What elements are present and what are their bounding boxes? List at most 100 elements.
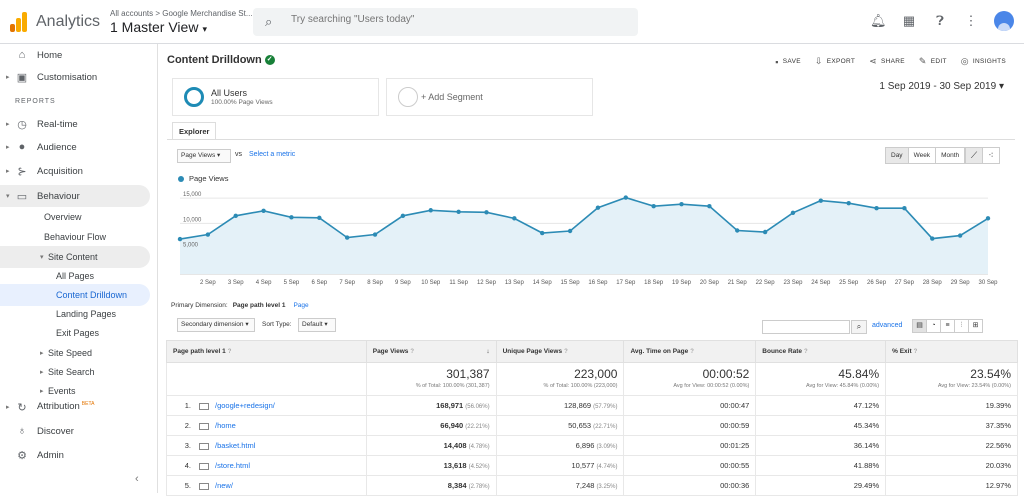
data-point[interactable] <box>456 209 461 214</box>
table-search-input[interactable] <box>762 320 850 334</box>
sort-type-select[interactable]: Default ▾ <box>298 318 336 332</box>
data-point[interactable] <box>205 232 211 237</box>
data-point[interactable] <box>400 213 406 219</box>
sidebar-item-behaviour-flow[interactable]: Behaviour Flow <box>0 226 150 248</box>
sidebar-item-home[interactable]: ⌂ Home <box>0 44 150 66</box>
account-breadcrumb[interactable]: All accounts > Google Merchandise St... <box>110 9 253 18</box>
table-row[interactable]: 2./home 66,940 (22.21%) 50,653 (22.71%) 00:00… <box>166 415 1018 436</box>
help-icon[interactable]: ❓︎ <box>936 13 944 28</box>
data-point[interactable] <box>567 228 573 234</box>
col-avg-time[interactable]: Avg. Time on Page? <box>623 340 757 363</box>
data-point[interactable] <box>289 215 294 220</box>
add-segment-button[interactable]: + Add Segment <box>386 78 593 116</box>
col-page-path[interactable]: Page path level 1? <box>166 340 367 363</box>
primary-dimension-page-link[interactable]: Page <box>293 302 309 309</box>
col-exit[interactable]: % Exit? <box>885 340 1018 363</box>
sidebar-item-discover[interactable]: ♁ Discover <box>0 420 150 442</box>
sidebar-item-audience[interactable]: ▸ ● Audience <box>0 136 150 158</box>
select-metric-link[interactable]: Select a metric <box>249 151 296 158</box>
data-point[interactable] <box>679 201 684 207</box>
data-point[interactable] <box>233 213 238 219</box>
period-day-button[interactable]: Day <box>885 147 909 164</box>
sidebar-item-attribution[interactable]: ▸ ↻ Attribution BETA <box>0 396 150 418</box>
period-month-button[interactable]: Month <box>935 147 966 164</box>
col-page-views[interactable]: Page Views? ↓ <box>365 340 497 363</box>
sidebar-item-behaviour[interactable]: ▾ ▭ Behaviour <box>0 185 150 207</box>
collapse-sidebar-icon[interactable]: ‹ <box>135 473 139 485</box>
view-selector[interactable]: 1 Master View ▾ <box>110 19 207 35</box>
data-point[interactable] <box>428 208 433 213</box>
table-view-comparison-icon[interactable]: ⫶ <box>954 319 969 333</box>
analytics-logo-icon[interactable] <box>10 12 28 32</box>
table-row[interactable]: 3./basket.html 14,408 (4.78%) 6,896 (3.09%) 0… <box>166 435 1018 456</box>
table-row[interactable]: 4./store.html 13,618 (4.52%) 10,577 (4.74%) 0… <box>166 455 1018 476</box>
page-path-link[interactable]: /basket.html <box>215 441 256 450</box>
folder-icon[interactable] <box>199 462 209 470</box>
apps-grid-icon[interactable]: ▦ <box>902 13 916 28</box>
col-bounce-rate[interactable]: Bounce Rate? <box>755 340 887 363</box>
sidebar-item-site-search[interactable]: ▸ Site Search <box>0 361 150 383</box>
page-path-link[interactable]: /new/ <box>215 481 233 490</box>
table-view-pie-icon[interactable]: ◔ <box>926 319 941 333</box>
data-point[interactable] <box>484 210 489 215</box>
data-point[interactable] <box>317 215 322 221</box>
motion-chart-icon[interactable]: ⁖ <box>982 147 1000 164</box>
sidebar-item-events[interactable]: ▸ Events <box>0 380 150 402</box>
data-point[interactable] <box>985 216 991 221</box>
sidebar-item-site-content[interactable]: ▾ Site Content <box>0 246 150 268</box>
primary-dimension-value[interactable]: Page path level 1 <box>232 302 286 309</box>
more-vert-icon[interactable]: ⋮ <box>964 13 978 28</box>
data-point[interactable] <box>735 228 740 233</box>
table-view-pivot-icon[interactable]: ⊞ <box>968 319 983 333</box>
sidebar-item-all-pages[interactable]: All Pages <box>0 265 150 287</box>
search-input[interactable] <box>291 14 621 25</box>
edit-button[interactable]: ✎ EDIT <box>919 56 947 67</box>
data-point[interactable] <box>651 204 656 209</box>
data-point[interactable] <box>595 205 601 210</box>
data-point[interactable] <box>818 198 824 203</box>
notifications-bell-icon[interactable]: 🔔︎ <box>870 13 887 28</box>
data-point[interactable] <box>512 216 517 221</box>
data-point[interactable] <box>261 208 266 213</box>
avatar[interactable] <box>994 11 1014 31</box>
folder-icon[interactable] <box>199 442 209 450</box>
metric-select[interactable]: Page Views ▾ <box>177 149 231 163</box>
data-point[interactable] <box>902 206 907 211</box>
sidebar-item-site-speed[interactable]: ▸ Site Speed <box>0 342 150 364</box>
table-search-icon[interactable]: ⌕ <box>851 320 867 334</box>
page-path-link[interactable]: /google+redesign/ <box>215 401 275 410</box>
sidebar-item-exit-pages[interactable]: Exit Pages <box>0 322 150 344</box>
page-path-link[interactable]: /store.html <box>215 461 251 470</box>
sidebar-item-content-drilldown[interactable]: Content Drilldown <box>0 284 150 306</box>
search-box[interactable]: ⌕ <box>253 8 638 36</box>
line-chart-icon[interactable]: ⟋ <box>965 147 983 164</box>
save-button[interactable]: ▪ SAVE <box>775 56 801 67</box>
data-point[interactable] <box>930 236 935 241</box>
data-point[interactable] <box>846 200 851 206</box>
advanced-filter-link[interactable]: advanced <box>872 322 903 329</box>
folder-icon[interactable] <box>199 422 209 430</box>
folder-icon[interactable] <box>199 402 209 410</box>
data-point[interactable] <box>344 235 350 240</box>
secondary-dimension-select[interactable]: Secondary dimension ▾ <box>177 318 255 332</box>
sidebar-item-realtime[interactable]: ▸ ◷ Real-time <box>0 113 150 135</box>
data-point[interactable] <box>874 206 879 211</box>
sidebar-item-landing-pages[interactable]: Landing Pages <box>0 303 150 325</box>
sidebar-item-customisation[interactable]: ▸ ▣ Customisation <box>0 66 150 88</box>
data-point[interactable] <box>372 232 378 237</box>
page-path-link[interactable]: /home <box>215 421 236 430</box>
date-range-picker[interactable]: 1 Sep 2019 - 30 Sep 2019 ▾ <box>879 81 1004 92</box>
data-point[interactable] <box>623 195 628 200</box>
table-row[interactable]: 1./google+redesign/168,971 (56.06%) 128,86… <box>166 395 1018 416</box>
export-button[interactable]: ⇩ EXPORT <box>815 56 855 67</box>
data-point[interactable] <box>957 233 963 238</box>
period-week-button[interactable]: Week <box>907 147 937 164</box>
share-button[interactable]: ⋖ SHARE <box>869 56 905 67</box>
data-point[interactable] <box>540 230 545 236</box>
segment-all-users[interactable]: All Users 100.00% Page Views <box>172 78 379 116</box>
data-point[interactable] <box>707 204 712 209</box>
data-point[interactable] <box>790 210 796 215</box>
data-point[interactable] <box>762 229 768 235</box>
sidebar-item-acquisition[interactable]: ▸ ⊱ Acquisition <box>0 160 150 182</box>
data-point[interactable] <box>177 236 183 242</box>
